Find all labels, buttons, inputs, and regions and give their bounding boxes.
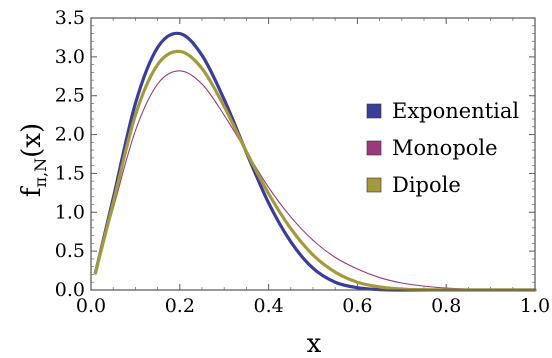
x-tick-label: 0.0	[76, 295, 106, 317]
y-axis-title-main: f	[17, 185, 47, 197]
y-tick-label: 2.5	[55, 85, 85, 107]
y-tick-label: 3.0	[55, 46, 85, 68]
y-axis-title-sub: π,N	[31, 158, 50, 188]
series-line-exponential	[93, 31, 537, 292]
plot-frame	[90, 17, 536, 291]
x-axis-title: x	[307, 329, 322, 358]
y-tick-label: 3.5	[55, 7, 85, 29]
legend-swatch-monopole	[366, 140, 382, 156]
tick-layer: 0.0 0.2 0.4 0.6 0.8 1.0 0.0 0.5 1.0 1.5 2.0 2.5 3.0 3…	[55, 7, 550, 317]
legend: Exponential Monopole Dipole	[366, 99, 519, 197]
x-tick-label: 1.0	[520, 295, 550, 317]
y-tick-label: 1.5	[55, 162, 85, 184]
legend-swatch-dipole	[366, 177, 382, 193]
x-tick-label: 0.8	[431, 295, 461, 317]
x-tick-label: 0.4	[253, 295, 283, 317]
x-tick-label: 0.2	[165, 295, 195, 317]
y-axis-title-arg: (x)	[17, 123, 47, 158]
x-tick-label: 0.6	[342, 295, 372, 317]
y-axis-title: fπ,N(x)	[17, 123, 50, 197]
y-tick-label: 0.0	[55, 279, 85, 301]
y-tick-label: 1.0	[55, 201, 85, 223]
legend-swatch-exponential	[366, 103, 382, 119]
y-tick-label: 2.0	[55, 124, 85, 146]
y-tick-label: 0.5	[55, 240, 85, 262]
legend-label-exponential: Exponential	[392, 99, 519, 123]
series-line-dipole	[93, 49, 537, 292]
legend-label-dipole: Dipole	[392, 173, 461, 197]
series-layer	[93, 31, 537, 292]
legend-label-monopole: Monopole	[392, 136, 498, 160]
